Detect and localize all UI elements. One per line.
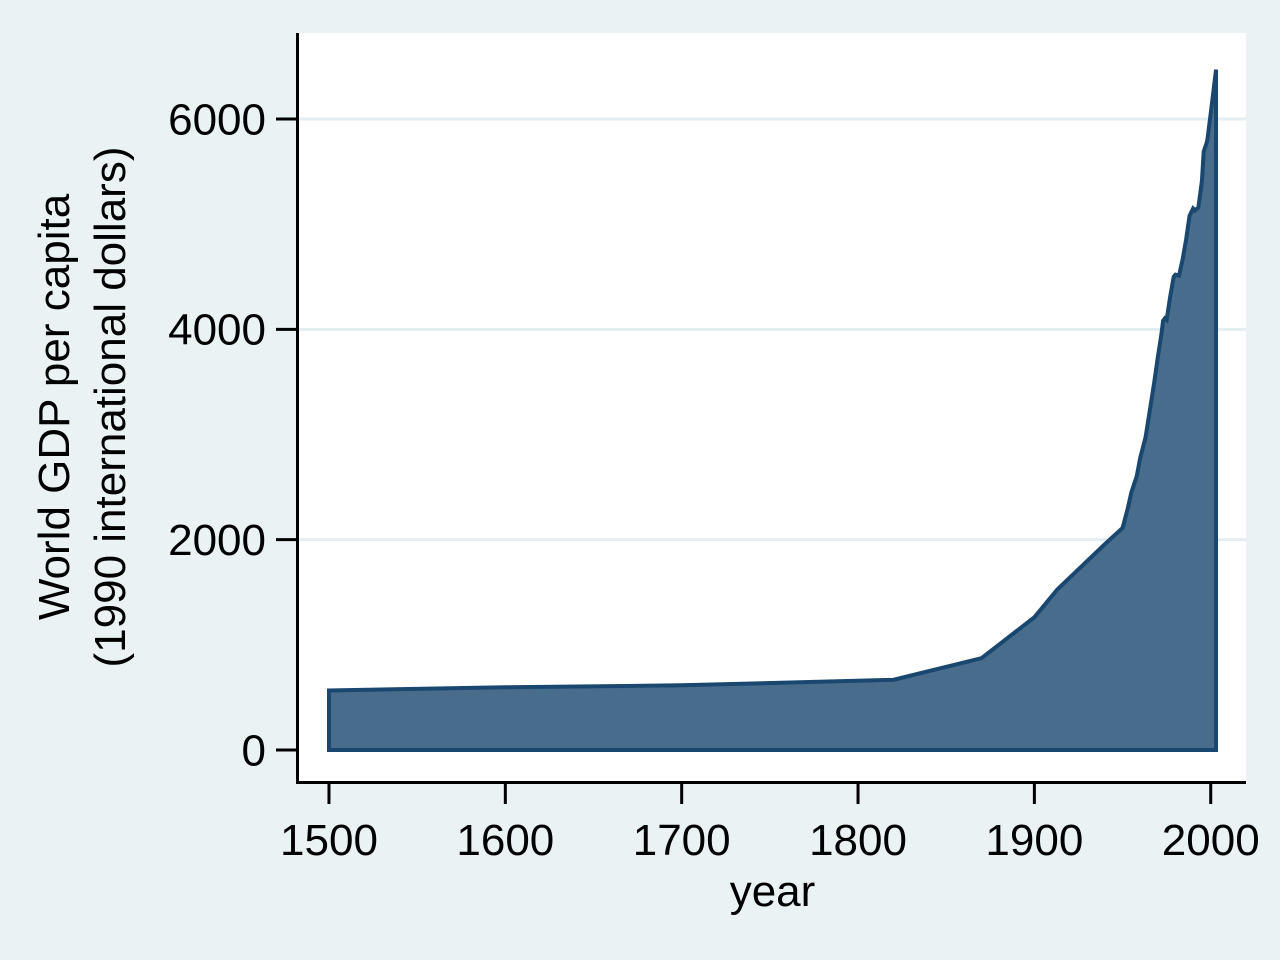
y-tick-label: 2000 bbox=[168, 516, 266, 565]
axes bbox=[296, 33, 1246, 784]
y-axis-title-line2: (1990 international dollars) bbox=[86, 146, 135, 668]
y-axis-title: World GDP per capita (1990 international… bbox=[27, 7, 139, 807]
gdp-area-series bbox=[326, 69, 1219, 752]
x-tick-label: 1600 bbox=[456, 816, 554, 865]
x-tick-label: 1900 bbox=[985, 816, 1083, 865]
gridlines bbox=[299, 117, 1246, 542]
x-tick-label: 1700 bbox=[633, 816, 731, 865]
tick-labels: 0 2000 4000 6000 1500 1600 1700 1800 1900 2000 bbox=[168, 95, 1260, 865]
x-axis-title: year bbox=[729, 867, 816, 916]
y-tick-label: 6000 bbox=[168, 95, 266, 144]
tick-marks bbox=[276, 117, 1213, 804]
y-tick-label: 4000 bbox=[168, 306, 266, 355]
x-tick-label: 2000 bbox=[1162, 816, 1260, 865]
x-tick-label: 1500 bbox=[280, 816, 378, 865]
x-tick-label: 1800 bbox=[809, 816, 907, 865]
y-axis-title-line1: World GDP per capita bbox=[30, 193, 79, 621]
y-tick-label: 0 bbox=[242, 726, 266, 775]
